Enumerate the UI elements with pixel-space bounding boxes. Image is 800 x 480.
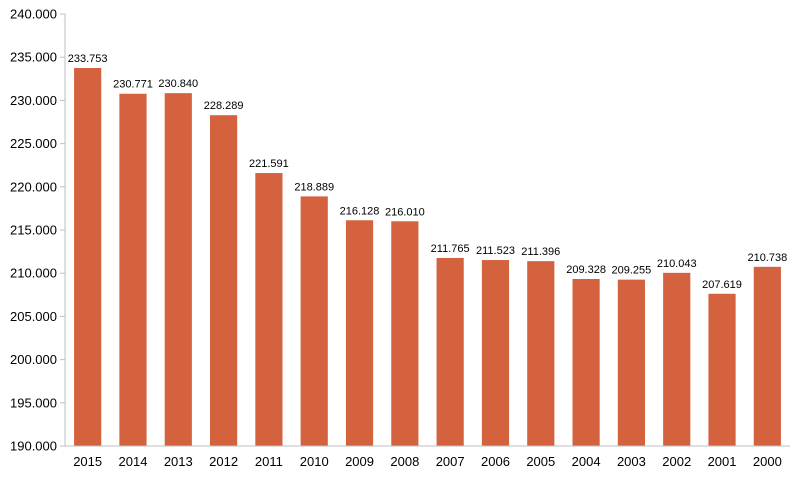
bar-2014	[119, 93, 147, 447]
x-tick-label-2012: 2012	[209, 454, 238, 469]
data-label-2015: 233.753	[68, 53, 108, 65]
x-tick-label-2013: 2013	[164, 454, 193, 469]
y-tick-label: 190.000	[10, 439, 57, 454]
data-label-2002: 210.043	[657, 258, 697, 270]
data-label-2000: 210.738	[747, 252, 787, 264]
bar-2004	[572, 279, 600, 446]
bars	[74, 67, 781, 447]
data-labels: 233.753 230.771 230.840 228.289 221.591 218.8…	[68, 53, 787, 291]
x-tick-label-2011: 2011	[255, 454, 283, 469]
bar-2012	[210, 115, 238, 446]
bar-2010	[300, 196, 328, 446]
x-tick-label-2007: 2007	[436, 454, 465, 469]
y-tick-label: 230.000	[10, 93, 57, 108]
y-tick-label: 235.000	[10, 50, 57, 65]
bar-2002	[663, 272, 691, 446]
y-tick-label: 220.000	[10, 179, 57, 194]
bar-2008	[391, 221, 419, 446]
x-tick-label-2003: 2003	[617, 454, 646, 469]
y-tick-label: 195.000	[10, 395, 57, 410]
y-tick-label: 225.000	[10, 136, 57, 151]
x-tick-label-2010: 2010	[300, 454, 329, 469]
x-tick-label-2009: 2009	[345, 454, 374, 469]
y-tick-label: 200.000	[10, 352, 57, 367]
y-tick-label: 205.000	[10, 309, 57, 324]
x-tick-label-2000: 2000	[753, 454, 782, 469]
bar-2003	[617, 279, 645, 446]
data-label-2009: 216.128	[340, 205, 380, 217]
x-tick-label-2001: 2001	[708, 454, 737, 469]
bar-2011	[255, 173, 283, 446]
x-tick-label-2014: 2014	[119, 454, 148, 469]
data-label-2012: 228.289	[204, 100, 244, 112]
data-label-2011: 221.591	[249, 158, 289, 170]
y-tick-label: 210.000	[10, 266, 57, 281]
bar-2007	[436, 257, 464, 446]
bar-2015	[74, 67, 102, 446]
y-tick-label: 240.000	[10, 7, 57, 22]
data-label-2013: 230.840	[158, 78, 198, 90]
bar-2001	[708, 293, 736, 446]
x-tick-label-2006: 2006	[481, 454, 510, 469]
data-label-2006: 211.523	[476, 245, 515, 257]
data-label-2010: 218.889	[294, 181, 334, 193]
data-label-2003: 209.255	[612, 265, 652, 277]
x-tick-label-2015: 2015	[73, 454, 102, 469]
y-tick-label: 215.000	[10, 223, 57, 238]
data-label-2008: 216.010	[385, 206, 425, 218]
x-axis: 2015 2014 2013 2012 2011 2010 2009 2008 2007 2006…	[65, 445, 790, 469]
bar-2013	[164, 93, 192, 447]
x-tick-label-2002: 2002	[662, 454, 691, 469]
bar-2009	[345, 220, 374, 446]
bar-2006	[481, 260, 510, 446]
data-label-2007: 211.765	[431, 243, 470, 255]
data-label-2004: 209.328	[566, 264, 606, 276]
x-tick-label-2008: 2008	[390, 454, 419, 469]
y-axis: 190.000 195.000 200.000 205.000 210.000 215.0…	[10, 7, 66, 454]
bar-2000	[753, 266, 781, 446]
x-tick-label-2004: 2004	[572, 454, 601, 469]
data-label-2014: 230.771	[113, 79, 153, 91]
data-label-2001: 207.619	[702, 279, 742, 291]
bar-2005	[527, 261, 555, 446]
x-tick-label-2005: 2005	[526, 454, 555, 469]
data-label-2005: 211.396	[521, 246, 560, 258]
